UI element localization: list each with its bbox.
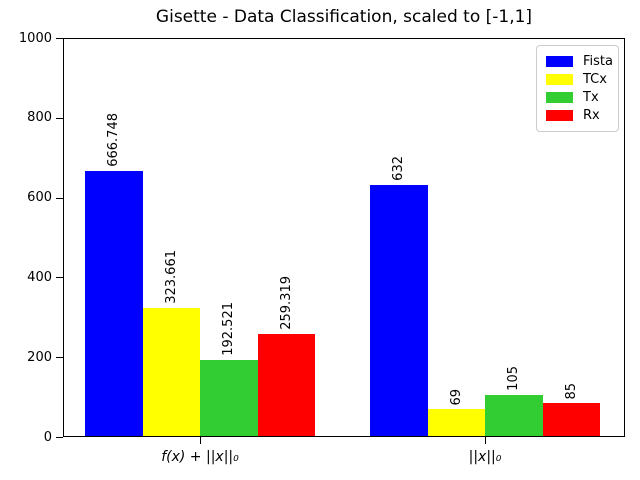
bar-value-label: 192.521 [221, 302, 237, 357]
bar-value-label: 666.748 [106, 113, 122, 167]
y-tick-mark [56, 198, 63, 199]
y-tick-mark [56, 357, 63, 358]
y-tick-label: 0 [43, 429, 52, 445]
legend-label: Fista [583, 53, 613, 69]
y-tick-label: 800 [27, 110, 52, 126]
legend-swatch-icon [546, 55, 573, 67]
y-tick-mark [56, 437, 63, 438]
bar [142, 307, 200, 437]
bar [370, 184, 428, 437]
y-tick-label: 1000 [18, 30, 52, 46]
x-tick-mark [200, 437, 201, 444]
legend-item: Rx [546, 108, 609, 124]
bar [427, 409, 485, 437]
legend-label: TCx [583, 71, 607, 87]
legend: Fista TCx Tx Rx [536, 45, 619, 132]
bar [542, 403, 600, 437]
legend-item: Tx [546, 90, 609, 106]
legend-label: Rx [583, 108, 600, 124]
x-tick-mark [485, 437, 486, 444]
y-tick-mark [56, 38, 63, 39]
y-tick-mark [56, 118, 63, 119]
bar-value-label: 323.661 [163, 250, 179, 304]
legend-swatch-icon [546, 73, 573, 85]
bar [257, 333, 315, 437]
legend-swatch-icon [546, 110, 573, 122]
y-tick-label: 200 [27, 349, 52, 365]
bar [200, 360, 258, 437]
x-tick-label: f(x) + ||x||₀ [161, 449, 239, 465]
y-tick-label: 600 [27, 190, 52, 206]
bar [485, 395, 543, 437]
plot-area: 666.748 632 323.661 69 192.521 105 259.319 85 [63, 38, 625, 437]
bar-value-label: 259.319 [278, 275, 294, 330]
bar-value-label: 105 [506, 366, 522, 392]
bar [85, 170, 143, 437]
legend-label: Tx [583, 90, 599, 106]
x-tick-label: ||x||₀ [468, 449, 502, 465]
y-tick-mark [56, 277, 63, 278]
legend-item: Fista [546, 53, 613, 69]
legend-swatch-icon [546, 92, 573, 104]
bar-value-label: 632 [391, 156, 407, 181]
legend-item: TCx [546, 71, 609, 87]
bar-value-label: 85 [563, 382, 579, 400]
bar-value-label: 69 [448, 388, 464, 406]
chart-title: Gisette - Data Classification, scaled to… [155, 7, 533, 27]
y-tick-label: 400 [27, 269, 52, 285]
